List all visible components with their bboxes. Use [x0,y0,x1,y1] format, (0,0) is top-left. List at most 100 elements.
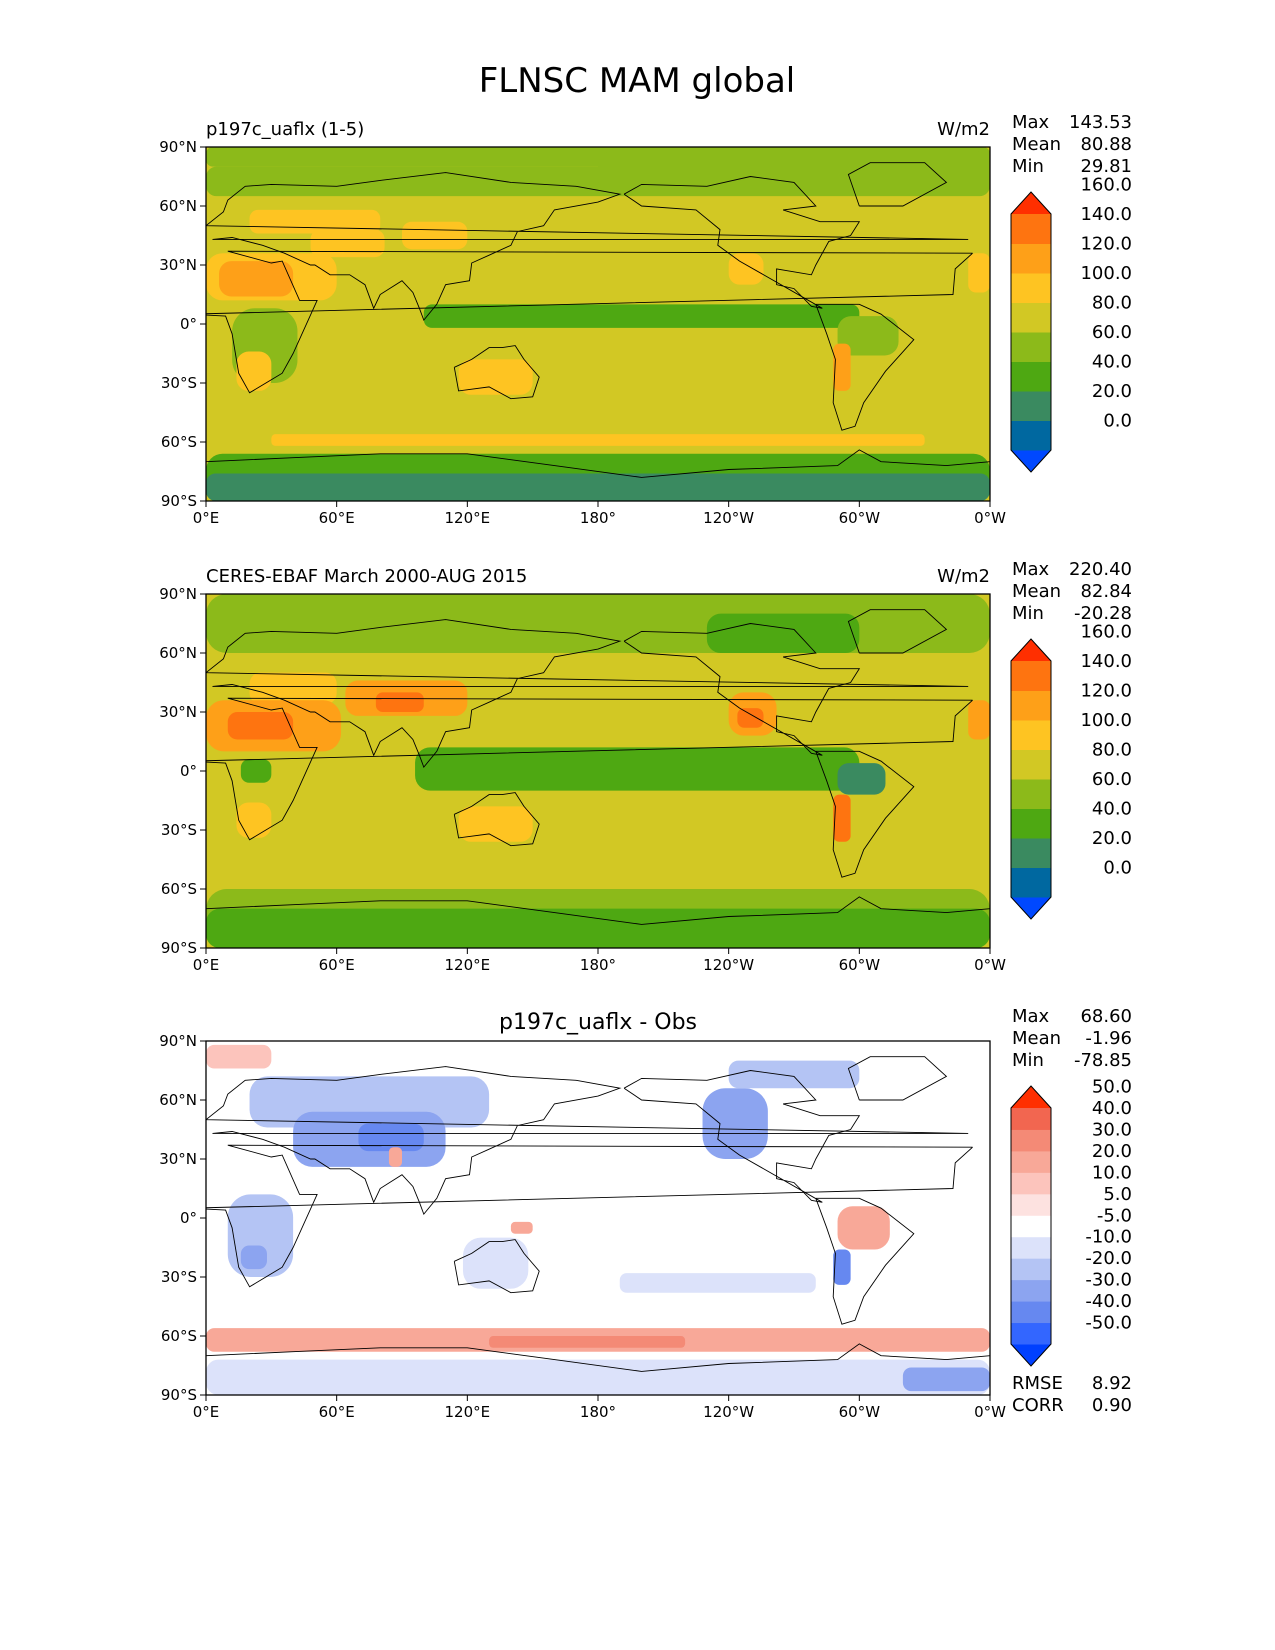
field-region-17 [271,434,925,446]
stat-value-mean: 80.88 [1080,134,1132,155]
field-3 [206,1041,990,1395]
y-tick-label: 30°N [159,1150,197,1168]
coastline-2 [206,619,969,768]
colorbar-label: 100.0 [1080,710,1132,731]
x-tick-label: 0°W [974,509,1006,527]
stat-label-max: Max [1012,112,1050,133]
x-tick-label: 60°E [319,956,355,974]
colorbar-label: -40.0 [1085,1291,1132,1312]
field-region-1 [206,1044,272,1069]
field-1 [206,147,990,501]
y-tick-label: 90°N [159,138,197,156]
stat-label-min: Min [1012,1050,1044,1071]
field-region-2 [706,613,860,653]
coastline-1 [206,1144,973,1288]
colorbar-band [1011,867,1051,898]
colorbar-label: 5.0 [1103,1184,1132,1205]
coastline-3 [453,1239,540,1294]
stat-value-min: -20.28 [1074,603,1132,624]
colorbar-band [1011,1129,1051,1152]
field-region-16 [968,253,990,293]
colorbar-label: 40.0 [1092,1098,1132,1119]
colorbar-band [1011,361,1051,392]
colorbar-label: 30.0 [1092,1119,1132,1140]
colorbar-label: 80.0 [1092,740,1132,761]
field-region-10 [702,1088,768,1159]
colorbar-band [1011,1108,1051,1130]
stat-label-min: Min [1012,603,1044,624]
colorbar-label: 50.0 [1092,1077,1132,1098]
coastline-3 [453,792,540,847]
coastline-3 [453,345,540,400]
field-region-11 [236,351,272,391]
panel-units: W/m2 [937,119,990,140]
colorbar-label: 40.0 [1092,352,1132,373]
field-region-11 [458,806,533,842]
rmse-label: RMSE [1012,1373,1063,1394]
x-tick-label: 120°E [445,1403,491,1421]
coastline-5 [815,303,915,431]
colorbar-outline [1010,191,1052,473]
coastline-6 [847,1056,948,1101]
colorbar-band [1011,332,1051,362]
map-panel-2: 0°E 60°E 120°E 180° 120°W 60°W 0°W 90°N 60°N 30°N… [159,559,1132,974]
y-tick-label: 30°S [161,374,197,392]
colorbar-label: 40.0 [1092,799,1132,820]
y-tick-label: 60°N [159,1091,197,1109]
colorbar-extend-top [1011,639,1051,661]
colorbar-label: -50.0 [1085,1313,1132,1334]
map-panel-1: 0°E 60°E 120°E 180° 120°W 60°W 0°W 90°N 60°N 30°N… [159,112,1132,527]
coastline-5 [815,1197,915,1325]
colorbar-label: 20.0 [1092,1141,1132,1162]
x-tick-label: 0°W [974,956,1006,974]
colorbar-band [1011,690,1051,721]
field-region-1 [206,594,990,653]
colorbar-band [1011,720,1051,750]
x-tick-label: 0°E [193,509,220,527]
coastline-7 [206,1343,990,1372]
field-region-5 [402,221,468,250]
x-tick-label: 180° [580,1403,616,1421]
y-tick-label: 60°S [161,433,197,451]
colorbar-label: 140.0 [1080,204,1132,225]
coastline-1 [206,697,973,841]
x-tick-label: 0°E [193,956,220,974]
field-region-18 [206,908,990,948]
field-region-9 [510,1221,533,1234]
coastline-6 [847,609,948,654]
y-tick-label: 30°S [161,1268,197,1286]
colorbar-label: 60.0 [1092,322,1132,343]
field-region-14 [837,316,899,356]
colorbar-band [1011,214,1051,244]
colorbar-extend-bottom [1011,897,1051,919]
field-region-14 [619,1273,816,1293]
y-tick-label: 60°N [159,197,197,215]
y-tick-label: 90°N [159,1032,197,1050]
colorbar-label: 80.0 [1092,293,1132,314]
stat-value-max: 68.60 [1080,1006,1132,1027]
colorbar-label: 20.0 [1092,381,1132,402]
field-region-5 [227,712,294,740]
stat-value-min: -78.85 [1074,1050,1132,1071]
colorbar-band [1011,1172,1051,1195]
field-region-12 [458,359,533,395]
y-tick-label: 60°N [159,644,197,662]
coastline-7 [206,896,990,925]
colorbar-2: 0.0 20.0 40.0 60.0 80.0 100.0 120.0 140.0 160.0 [1010,622,1132,920]
field-region-7 [375,692,424,712]
stat-value-min: 29.81 [1080,156,1132,177]
colorbar-label: 120.0 [1080,681,1132,702]
coastline-4 [623,176,861,309]
field-region-13 [728,253,764,285]
field-region-11 [837,1206,890,1250]
field-region-15 [833,794,851,842]
x-tick-label: 0°W [974,1403,1006,1421]
panel-left-label: CERES-EBAF March 2000-AUG 2015 [206,566,527,587]
stat-label-mean: Mean [1012,1028,1061,1049]
x-tick-label: 120°W [703,509,754,527]
colorbar-label: 140.0 [1080,651,1132,672]
colorbar-label: 20.0 [1092,828,1132,849]
y-tick-label: 90°S [161,492,197,510]
field-region-19 [206,473,990,501]
x-tick-label: 120°W [703,956,754,974]
